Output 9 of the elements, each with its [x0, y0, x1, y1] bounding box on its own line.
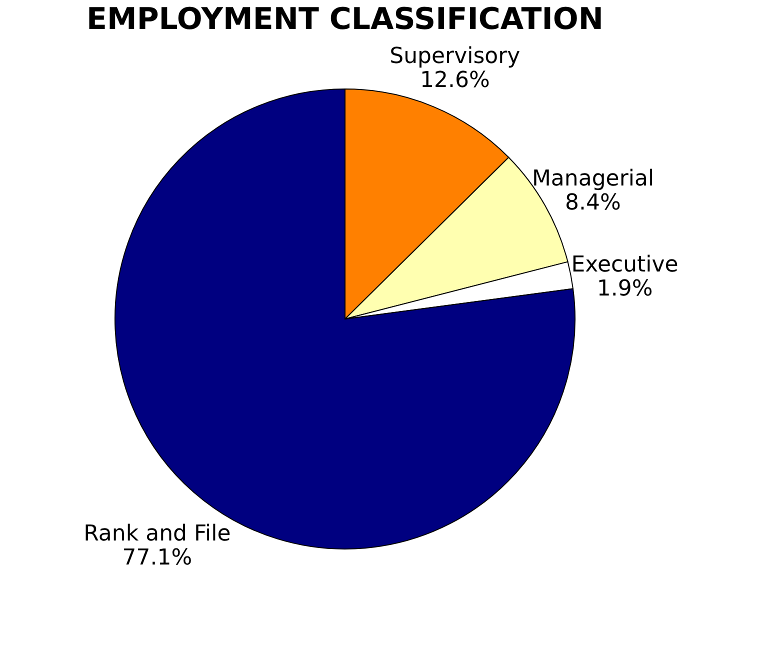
data-label: 12.6% [420, 68, 490, 94]
slice-label: Rank and File [84, 521, 231, 546]
slice-label: Executive [571, 252, 678, 278]
chart-title: EMPLOYMENT CLASSIFICATION [86, 2, 604, 37]
data-label: 77.1% [122, 545, 192, 570]
slice-label: Managerial [532, 166, 654, 192]
slice-label: Supervisory [390, 44, 520, 70]
data-label: 1.9% [596, 276, 653, 302]
data-label: 8.4% [565, 190, 621, 216]
